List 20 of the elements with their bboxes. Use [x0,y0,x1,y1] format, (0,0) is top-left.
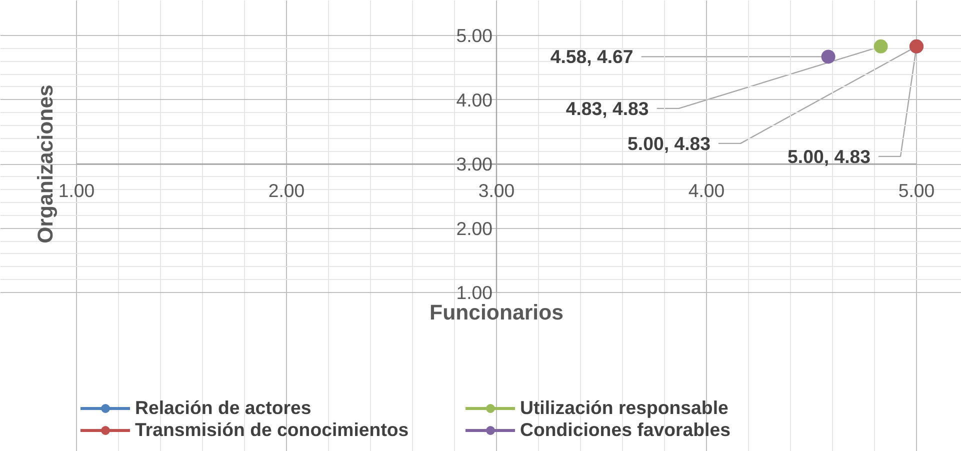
annotation: 5.00, 4.83 [788,146,871,167]
annotation: 5.00, 4.83 [628,132,711,154]
x-tick-label: 5.00 [898,180,935,201]
y-axis-title: Organizaciones [34,84,58,244]
x-tick-label: 4.00 [688,180,725,201]
y-tick-label: 2.00 [456,218,492,239]
x-axis-title: Funcionarios [430,300,564,324]
x-tick-label: 2.00 [268,180,305,201]
annotation: 4.83, 4.83 [566,98,649,119]
legend-label: Transmisión de conocimientos [135,419,410,441]
y-tick-label: 1.00 [456,282,492,303]
y-tick-label: 5.00 [456,25,492,46]
y-tick-label: 3.00 [456,154,492,174]
x-tick-label: 1.00 [58,180,95,201]
y-tick-label: 4.00 [456,89,492,110]
annotation: 4.58, 4.67 [550,46,634,68]
legend-label: Utilización responsable [520,397,730,419]
legend-label: Condiciones favorables [520,419,732,441]
legend-label: Relación de actores [135,397,312,419]
x-tick-label: 3.00 [478,180,515,201]
